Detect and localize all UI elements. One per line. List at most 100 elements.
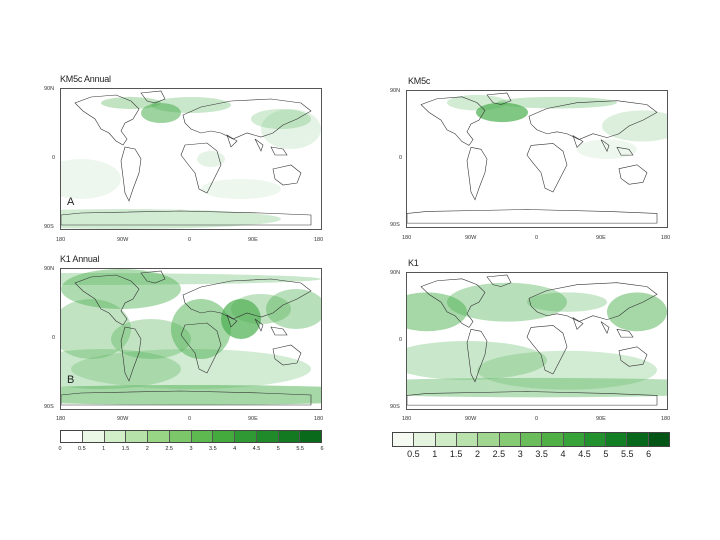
lon-tick-180w: 180	[402, 235, 412, 241]
coastline	[226, 314, 238, 328]
precip-region	[477, 350, 657, 390]
lon-tick-180e: 180	[314, 237, 324, 243]
precip-region	[61, 159, 121, 199]
colorbar-swatch	[584, 433, 607, 446]
lon-tick-90w: 90W	[117, 237, 129, 243]
lon-tick-90e: 90E	[248, 237, 258, 243]
coastline	[226, 134, 238, 148]
colorbar-swatch	[627, 433, 649, 446]
lon-tick-180w: 180	[56, 237, 66, 243]
colorbar-swatch	[520, 433, 543, 446]
coastline	[407, 391, 658, 406]
precip-region	[61, 385, 321, 405]
lat-tick-90n: 90N	[390, 270, 401, 276]
lon-tick-180w: 180	[402, 416, 412, 422]
colorbar-swatch	[104, 431, 127, 442]
colorbar-tick-label: 3.5	[209, 446, 217, 452]
lon-tick-90w: 90W	[465, 416, 477, 422]
coastline	[466, 147, 488, 201]
precip-region	[527, 292, 607, 312]
precip-region	[201, 179, 281, 199]
colorbar-swatch	[542, 433, 564, 446]
precip-region	[61, 349, 181, 389]
coastline	[616, 328, 634, 338]
colorbar-swatch	[61, 431, 83, 442]
lat-tick-90n: 90N	[44, 86, 55, 92]
lon-tick-0: 0	[535, 235, 539, 241]
coastline	[272, 344, 302, 366]
colorbar-tick-label: 3	[517, 449, 523, 459]
panel-title: KM5c Annual	[60, 74, 111, 84]
coastline	[270, 326, 288, 336]
lat-tick-90s: 90S	[390, 222, 400, 228]
precip-region	[407, 341, 547, 380]
colorbar-tick-label: 4	[233, 446, 237, 452]
colorbar-tick-label: 5.5	[296, 446, 304, 452]
lon-tick-180e: 180	[314, 416, 324, 422]
lat-tick-0: 0	[52, 155, 56, 161]
colorbar-tick-label: 1	[102, 446, 106, 452]
lon-tick-180e: 180	[661, 235, 671, 241]
lat-tick-0: 0	[52, 335, 56, 341]
colorbar-left	[60, 430, 322, 443]
map-canvas	[61, 269, 321, 406]
coastline	[526, 325, 568, 375]
colorbar-swatch	[126, 431, 148, 442]
coastline	[572, 135, 584, 148]
lon-tick-90w: 90W	[465, 235, 477, 241]
coastline	[180, 142, 222, 194]
lat-tick-90s: 90S	[44, 224, 54, 230]
map-k1-annual	[60, 268, 322, 410]
colorbar-tick-label: 0.5	[78, 446, 86, 452]
colorbar-tick-label: 1.5	[449, 449, 463, 459]
precip-region	[231, 294, 291, 324]
coastline	[120, 326, 142, 382]
map-km5c	[406, 90, 668, 228]
map-km5c-annual	[60, 88, 322, 230]
precip-region	[577, 139, 637, 159]
map-canvas	[61, 90, 321, 229]
colorbar-tick-label: 2	[145, 446, 149, 452]
coastline	[618, 346, 648, 367]
coastline	[272, 164, 302, 186]
lon-tick-180e: 180	[661, 416, 671, 422]
lon-tick-90e: 90E	[596, 235, 606, 241]
colorbar-swatch	[606, 433, 628, 446]
coastline	[528, 282, 658, 322]
colorbar-swatch	[213, 431, 235, 442]
coastline	[420, 278, 486, 328]
precip-region	[407, 292, 467, 332]
coastline	[61, 210, 312, 226]
coastline	[526, 143, 568, 193]
colorbar-tick-label: 2	[475, 449, 481, 459]
colorbar-tick-label: 5.5	[620, 449, 634, 459]
lon-tick-0: 0	[188, 416, 192, 422]
coastline	[120, 146, 142, 202]
lat-tick-90s: 90S	[44, 404, 54, 410]
lat-tick-90s: 90S	[390, 404, 400, 410]
precip-region	[251, 109, 311, 129]
colorbar-swatch	[563, 433, 585, 446]
precip-region	[607, 292, 667, 332]
colorbar-swatch	[191, 431, 214, 442]
colorbar-swatch	[435, 433, 457, 446]
precip-region	[61, 273, 321, 285]
colorbar-tick-label: 5	[603, 449, 609, 459]
colorbar-tick-label: 0.5	[407, 449, 420, 459]
colorbar-tick-label: 0	[58, 446, 62, 452]
colorbar-swatch	[235, 431, 257, 442]
colorbar-swatch	[393, 433, 415, 446]
colorbar-swatch	[82, 431, 105, 442]
colorbar-swatch	[478, 433, 500, 446]
colorbar-left-labels: 0 0.5 1 1.5 2 2.5 3 3.5 4 4.5 5 5.5 6	[58, 446, 323, 456]
precip-region	[61, 269, 181, 309]
lon-tick-0: 0	[188, 237, 192, 243]
precip-region	[151, 97, 231, 113]
coastline	[74, 274, 140, 326]
lon-tick-90e: 90E	[248, 416, 258, 422]
colorbar-swatch	[414, 433, 436, 446]
coastline	[254, 318, 264, 332]
lat-tick-90n: 90N	[390, 88, 401, 94]
colorbar-tick-label: 5	[276, 446, 280, 452]
coastline	[182, 278, 312, 320]
